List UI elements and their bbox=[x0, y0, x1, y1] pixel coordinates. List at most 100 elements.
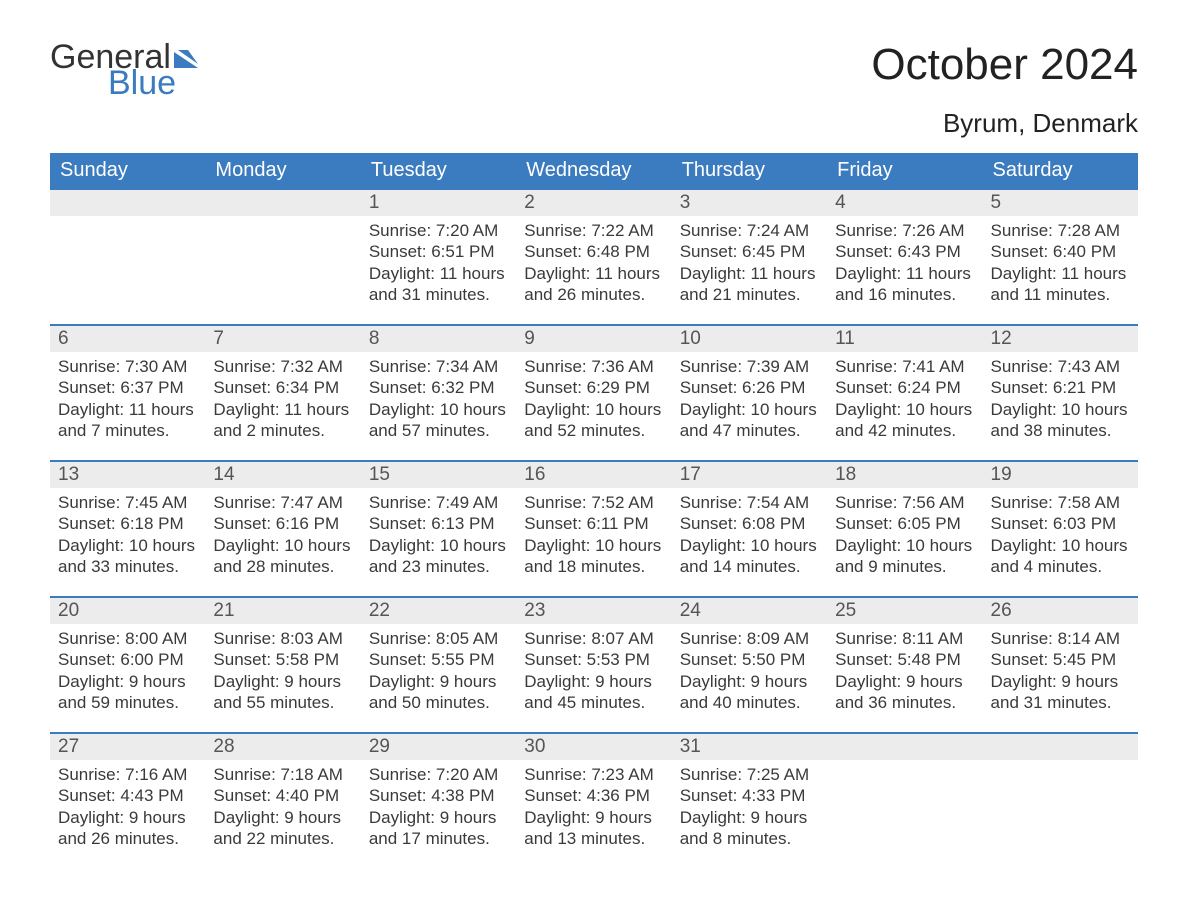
sunrise-line: Sunrise: 7:20 AM bbox=[369, 220, 508, 241]
day-number-bar: 21 bbox=[205, 596, 360, 624]
daylight-line: Daylight: 10 hours and 38 minutes. bbox=[991, 399, 1130, 442]
calendar-cell: 6 Sunrise: 7:30 AMSunset: 6:37 PMDaylight… bbox=[50, 324, 205, 460]
sunrise-line: Sunrise: 7:22 AM bbox=[524, 220, 663, 241]
day-body: Sunrise: 8:07 AMSunset: 5:53 PMDaylight:… bbox=[516, 624, 671, 719]
sunset-line: Sunset: 6:34 PM bbox=[213, 377, 352, 398]
sunrise-line: Sunrise: 7:36 AM bbox=[524, 356, 663, 377]
sunrise-line: Sunrise: 7:18 AM bbox=[213, 764, 352, 785]
calendar-cell: 15Sunrise: 7:49 AMSunset: 6:13 PMDayligh… bbox=[361, 460, 516, 596]
sunrise-line: Sunrise: 7:58 AM bbox=[991, 492, 1130, 513]
sunset-line: Sunset: 6:48 PM bbox=[524, 241, 663, 262]
calendar-cell bbox=[50, 188, 205, 324]
sunrise-line: Sunrise: 7:39 AM bbox=[680, 356, 819, 377]
day-number-bar: 29 bbox=[361, 732, 516, 760]
sunrise-line: Sunrise: 8:03 AM bbox=[213, 628, 352, 649]
daylight-line: Daylight: 10 hours and 23 minutes. bbox=[369, 535, 508, 578]
sunset-line: Sunset: 6:45 PM bbox=[680, 241, 819, 262]
calendar-cell: 12Sunrise: 7:43 AMSunset: 6:21 PMDayligh… bbox=[983, 324, 1138, 460]
day-number-bar: 11 bbox=[827, 324, 982, 352]
day-number-bar: 10 bbox=[672, 324, 827, 352]
sunrise-line: Sunrise: 7:54 AM bbox=[680, 492, 819, 513]
day-body bbox=[827, 760, 982, 770]
sunset-line: Sunset: 5:55 PM bbox=[369, 649, 508, 670]
sunset-line: Sunset: 4:38 PM bbox=[369, 785, 508, 806]
day-body: Sunrise: 7:47 AMSunset: 6:16 PMDaylight:… bbox=[205, 488, 360, 583]
sunset-line: Sunset: 5:45 PM bbox=[991, 649, 1130, 670]
day-number-bar: 14 bbox=[205, 460, 360, 488]
calendar-cell: 27Sunrise: 7:16 AMSunset: 4:43 PMDayligh… bbox=[50, 732, 205, 868]
day-number-bar: 2 bbox=[516, 188, 671, 216]
weekday-header: Wednesday bbox=[516, 153, 671, 188]
sunrise-line: Sunrise: 7:45 AM bbox=[58, 492, 197, 513]
day-number-bar bbox=[827, 732, 982, 760]
day-number-bar: 24 bbox=[672, 596, 827, 624]
day-number-bar: 22 bbox=[361, 596, 516, 624]
sunset-line: Sunset: 6:40 PM bbox=[991, 241, 1130, 262]
daylight-line: Daylight: 10 hours and 52 minutes. bbox=[524, 399, 663, 442]
day-body: Sunrise: 7:45 AMSunset: 6:18 PMDaylight:… bbox=[50, 488, 205, 583]
day-number-bar: 13 bbox=[50, 460, 205, 488]
month-title: October 2024 bbox=[871, 40, 1138, 90]
day-number-bar: 6 bbox=[50, 324, 205, 352]
sunrise-line: Sunrise: 7:43 AM bbox=[991, 356, 1130, 377]
sunset-line: Sunset: 6:13 PM bbox=[369, 513, 508, 534]
daylight-line: Daylight: 10 hours and 18 minutes. bbox=[524, 535, 663, 578]
daylight-line: Daylight: 11 hours and 7 minutes. bbox=[58, 399, 197, 442]
sunset-line: Sunset: 5:53 PM bbox=[524, 649, 663, 670]
sunrise-line: Sunrise: 7:30 AM bbox=[58, 356, 197, 377]
sunset-line: Sunset: 6:37 PM bbox=[58, 377, 197, 398]
daylight-line: Daylight: 9 hours and 50 minutes. bbox=[369, 671, 508, 714]
sunrise-line: Sunrise: 7:52 AM bbox=[524, 492, 663, 513]
calendar-week: 1Sunrise: 7:20 AMSunset: 6:51 PMDaylight… bbox=[50, 188, 1138, 324]
sunset-line: Sunset: 6:16 PM bbox=[213, 513, 352, 534]
sunrise-line: Sunrise: 8:07 AM bbox=[524, 628, 663, 649]
day-body: Sunrise: 7:26 AMSunset: 6:43 PMDaylight:… bbox=[827, 216, 982, 311]
day-body: Sunrise: 7:23 AMSunset: 4:36 PMDaylight:… bbox=[516, 760, 671, 855]
day-body: Sunrise: 7:49 AMSunset: 6:13 PMDaylight:… bbox=[361, 488, 516, 583]
calendar-cell: 5Sunrise: 7:28 AMSunset: 6:40 PMDaylight… bbox=[983, 188, 1138, 324]
calendar-cell: 13Sunrise: 7:45 AMSunset: 6:18 PMDayligh… bbox=[50, 460, 205, 596]
calendar-week: 27Sunrise: 7:16 AMSunset: 4:43 PMDayligh… bbox=[50, 732, 1138, 868]
day-number-bar bbox=[50, 188, 205, 216]
day-body: Sunrise: 8:00 AMSunset: 6:00 PMDaylight:… bbox=[50, 624, 205, 719]
sunset-line: Sunset: 5:48 PM bbox=[835, 649, 974, 670]
calendar-cell: 31Sunrise: 7:25 AMSunset: 4:33 PMDayligh… bbox=[672, 732, 827, 868]
sunset-line: Sunset: 5:50 PM bbox=[680, 649, 819, 670]
day-number-bar: 1 bbox=[361, 188, 516, 216]
sunrise-line: Sunrise: 7:56 AM bbox=[835, 492, 974, 513]
daylight-line: Daylight: 10 hours and 42 minutes. bbox=[835, 399, 974, 442]
day-body: Sunrise: 7:54 AMSunset: 6:08 PMDaylight:… bbox=[672, 488, 827, 583]
calendar-cell: 22Sunrise: 8:05 AMSunset: 5:55 PMDayligh… bbox=[361, 596, 516, 732]
day-body: Sunrise: 8:11 AMSunset: 5:48 PMDaylight:… bbox=[827, 624, 982, 719]
sunset-line: Sunset: 6:43 PM bbox=[835, 241, 974, 262]
sunset-line: Sunset: 6:24 PM bbox=[835, 377, 974, 398]
calendar-cell: 4Sunrise: 7:26 AMSunset: 6:43 PMDaylight… bbox=[827, 188, 982, 324]
calendar-cell: 2Sunrise: 7:22 AMSunset: 6:48 PMDaylight… bbox=[516, 188, 671, 324]
day-number-bar: 26 bbox=[983, 596, 1138, 624]
logo-word-blue: Blue bbox=[108, 66, 176, 100]
daylight-line: Daylight: 10 hours and 28 minutes. bbox=[213, 535, 352, 578]
day-body: Sunrise: 7:39 AMSunset: 6:26 PMDaylight:… bbox=[672, 352, 827, 447]
weekday-row: SundayMondayTuesdayWednesdayThursdayFrid… bbox=[50, 153, 1138, 188]
day-number-bar: 5 bbox=[983, 188, 1138, 216]
calendar-cell: 10Sunrise: 7:39 AMSunset: 6:26 PMDayligh… bbox=[672, 324, 827, 460]
day-body: Sunrise: 8:14 AMSunset: 5:45 PMDaylight:… bbox=[983, 624, 1138, 719]
day-body: Sunrise: 7:36 AMSunset: 6:29 PMDaylight:… bbox=[516, 352, 671, 447]
day-body: Sunrise: 7:34 AMSunset: 6:32 PMDaylight:… bbox=[361, 352, 516, 447]
day-body bbox=[205, 216, 360, 226]
title-block: October 2024 Byrum, Denmark bbox=[871, 40, 1138, 139]
calendar-cell: 28Sunrise: 7:18 AMSunset: 4:40 PMDayligh… bbox=[205, 732, 360, 868]
day-number-bar: 27 bbox=[50, 732, 205, 760]
day-body: Sunrise: 7:24 AMSunset: 6:45 PMDaylight:… bbox=[672, 216, 827, 311]
daylight-line: Daylight: 9 hours and 40 minutes. bbox=[680, 671, 819, 714]
calendar-cell bbox=[983, 732, 1138, 868]
calendar-cell bbox=[827, 732, 982, 868]
day-number-bar: 18 bbox=[827, 460, 982, 488]
day-body: Sunrise: 8:05 AMSunset: 5:55 PMDaylight:… bbox=[361, 624, 516, 719]
sunrise-line: Sunrise: 8:00 AM bbox=[58, 628, 197, 649]
sunrise-line: Sunrise: 7:26 AM bbox=[835, 220, 974, 241]
calendar-cell: 3Sunrise: 7:24 AMSunset: 6:45 PMDaylight… bbox=[672, 188, 827, 324]
day-body: Sunrise: 7:41 AMSunset: 6:24 PMDaylight:… bbox=[827, 352, 982, 447]
day-body: Sunrise: 7:16 AMSunset: 4:43 PMDaylight:… bbox=[50, 760, 205, 855]
sunset-line: Sunset: 6:18 PM bbox=[58, 513, 197, 534]
